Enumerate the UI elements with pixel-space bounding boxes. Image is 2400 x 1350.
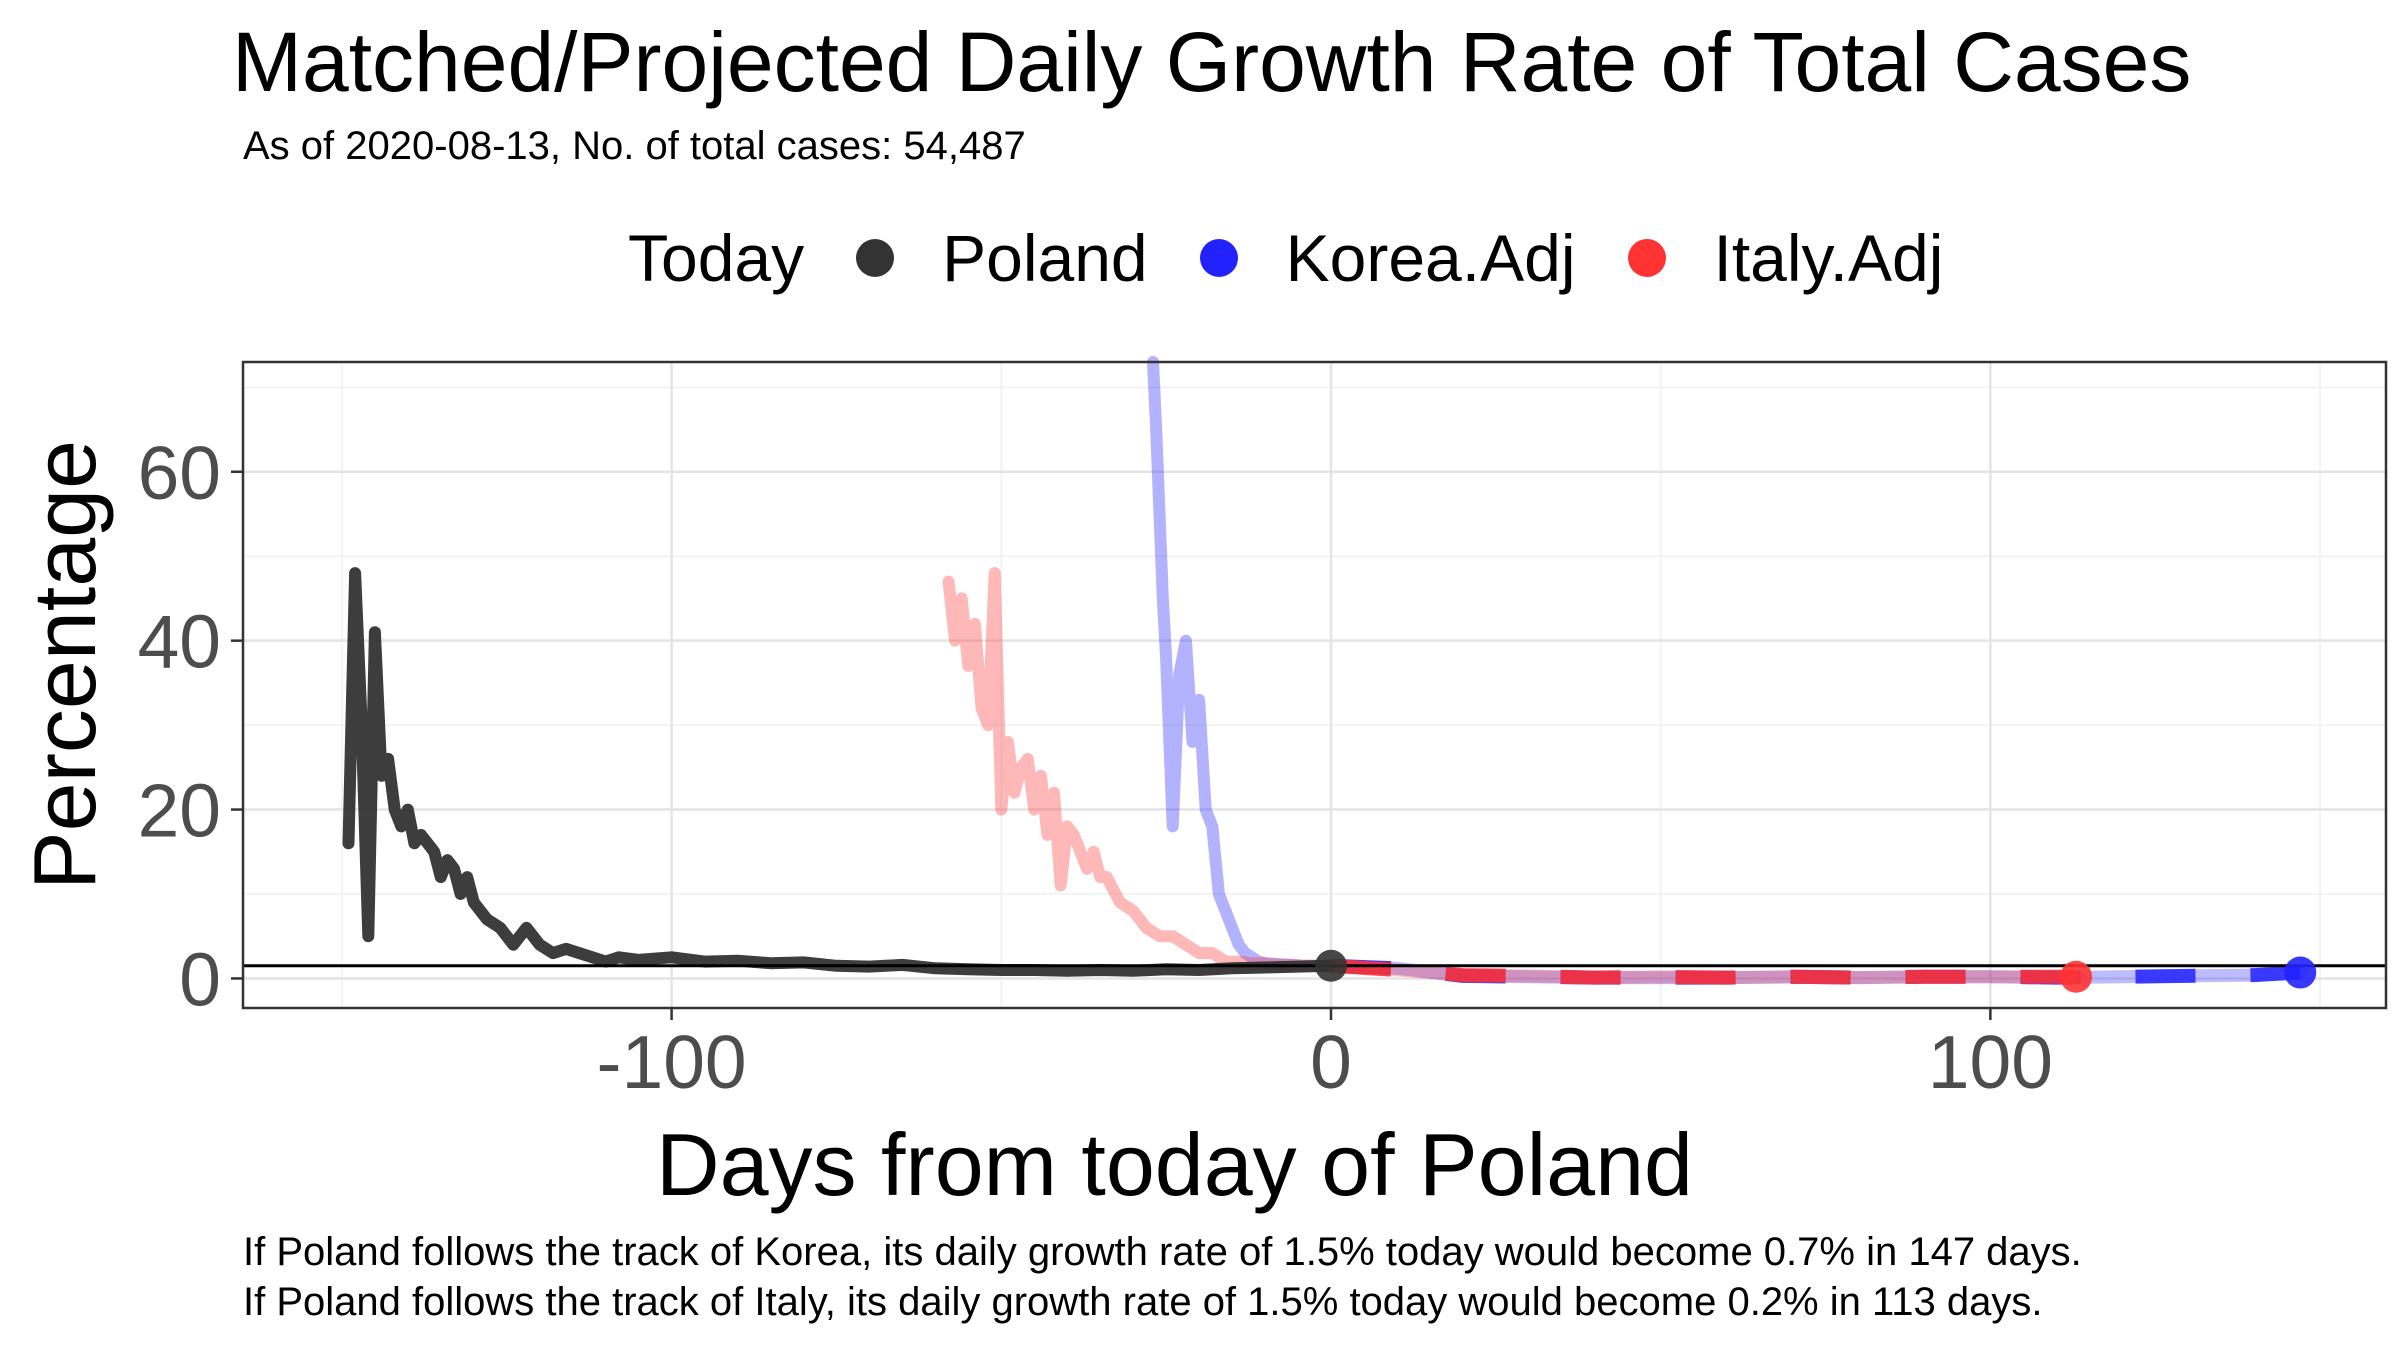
x-tick-label: 100: [1928, 1020, 2053, 1104]
x-tick-label: -100: [597, 1020, 747, 1104]
y-axis-title: Percentage: [15, 440, 114, 890]
series-line-poland: [342, 567, 1337, 977]
x-tick-label: 0: [1310, 1020, 1352, 1104]
legend-label-korea: Korea.Adj: [1285, 221, 1576, 295]
endpoint-korea-adj: [2284, 956, 2317, 989]
chart-subtitle: As of 2020-08-13, No. of total cases: 54…: [243, 124, 1026, 168]
x-axis-title: Days from today of Poland: [656, 1115, 1693, 1214]
legend: Today Poland Korea.Adj Italy.Adj: [628, 218, 1995, 298]
chart-title: Matched/Projected Daily Growth Rate of T…: [232, 15, 2192, 109]
legend-label-poland: Poland: [942, 221, 1148, 295]
endpoint-poland: [1314, 949, 1347, 982]
series-layer: [243, 356, 2386, 993]
y-tick-label: 0: [179, 937, 221, 1021]
panel-background: [243, 362, 2386, 1008]
y-tick-label: 60: [138, 431, 221, 515]
caption-korea: If Poland follows the track of Korea, it…: [243, 1230, 2082, 1274]
series-line-italy-adj: [1330, 958, 2077, 985]
legend-key-korea: [1199, 239, 1238, 277]
series-line-past-3: [942, 567, 1337, 972]
ticks: -100 0 100 0 20 40 60: [138, 431, 2053, 1104]
panel-border: [241, 360, 2388, 1010]
y-tick-label: 40: [138, 600, 221, 684]
caption-italy: If Poland follows the track of Italy, it…: [243, 1280, 2043, 1324]
legend-title: Today: [628, 221, 805, 295]
legend-key-italy: [1627, 239, 1666, 277]
endpoint-italy-adj: [2060, 960, 2093, 993]
legend-label-italy: Italy.Adj: [1713, 221, 1944, 295]
y-tick-label: 20: [138, 769, 221, 853]
grid: [243, 362, 2386, 1008]
legend-key-poland: [856, 239, 895, 277]
